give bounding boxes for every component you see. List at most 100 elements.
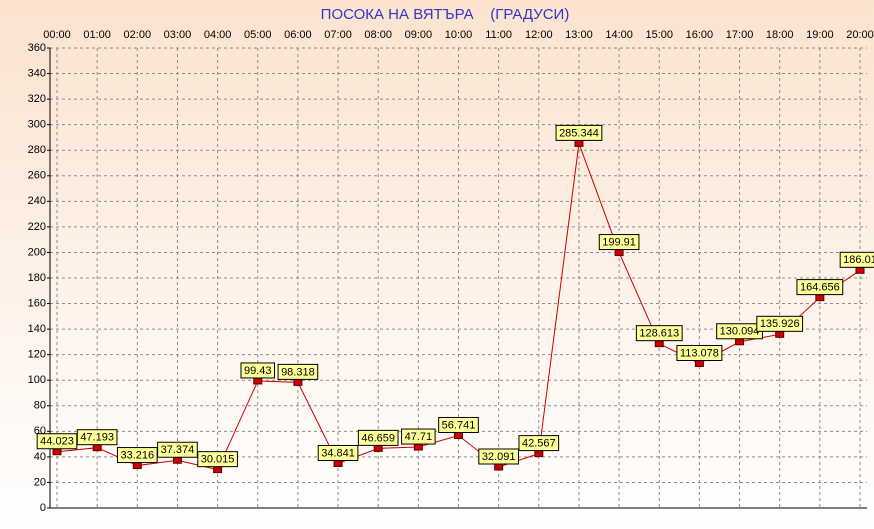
x-tick-label: 07:00 — [324, 29, 352, 41]
y-tick-label: 200 — [28, 246, 46, 258]
point-marker — [855, 266, 865, 274]
point-marker — [293, 378, 303, 386]
data-label-box — [197, 451, 238, 468]
x-tick-label: 18:00 — [766, 29, 794, 41]
data-label: 42.567 — [522, 438, 556, 450]
y-tick-label: 240 — [28, 195, 46, 207]
data-label-box — [478, 448, 519, 465]
y-tick-label: 320 — [28, 93, 46, 105]
point-marker — [373, 444, 383, 452]
data-label: 98.318 — [281, 366, 315, 378]
data-label: 186.01 — [843, 254, 874, 266]
x-tick-label: 00:00 — [43, 29, 71, 41]
x-tick-label: 10:00 — [445, 29, 473, 41]
x-tick-label: 04:00 — [204, 29, 232, 41]
x-tick-label: 06:00 — [284, 29, 312, 41]
data-label-box — [157, 441, 198, 458]
point-marker — [574, 139, 584, 147]
x-tick-label: 15:00 — [645, 29, 673, 41]
data-label: 47.71 — [405, 431, 433, 443]
data-label: 44.023 — [40, 436, 74, 448]
data-label-box — [839, 251, 874, 268]
point-marker — [815, 294, 825, 302]
data-label: 128.613 — [639, 328, 679, 340]
data-label-box — [76, 429, 118, 446]
point-marker — [333, 459, 343, 467]
data-label: 30.015 — [201, 454, 235, 466]
y-tick-label: 20 — [34, 476, 46, 488]
y-tick-label: 300 — [28, 119, 46, 131]
x-tick-label: 03:00 — [164, 29, 192, 41]
data-label: 32.091 — [482, 451, 516, 463]
point-marker — [132, 462, 142, 470]
y-tick-label: 80 — [34, 400, 46, 412]
y-tick-label: 280 — [28, 144, 46, 156]
data-label-box — [635, 325, 683, 342]
x-tick-label: 19:00 — [806, 29, 834, 41]
y-tick-label: 120 — [28, 349, 46, 361]
data-label-box — [401, 428, 436, 445]
y-tick-label: 0 — [40, 502, 46, 514]
point-marker — [253, 377, 263, 385]
data-label: 199.91 — [602, 236, 636, 248]
data-label: 285.344 — [559, 127, 599, 139]
data-label: 34.841 — [321, 447, 355, 459]
data-label-box — [756, 315, 804, 332]
data-label-box — [598, 234, 640, 251]
x-tick-label: 11:00 — [485, 29, 512, 41]
point-marker — [735, 338, 745, 346]
x-tick-label: 09:00 — [405, 29, 433, 41]
x-tick-label: 17:00 — [726, 29, 754, 41]
point-marker — [92, 444, 102, 452]
x-tick-label: 05:00 — [244, 29, 272, 41]
y-tick-label: 180 — [28, 272, 46, 284]
data-label: 56.741 — [442, 419, 476, 431]
point-marker — [213, 466, 223, 474]
data-label: 113.078 — [680, 347, 719, 359]
data-label-box — [277, 363, 319, 380]
x-tick-label: 13:00 — [565, 29, 593, 41]
x-tick-label: 02:00 — [124, 29, 152, 41]
y-tick-label: 100 — [28, 374, 46, 386]
data-label-box — [518, 435, 560, 452]
point-marker — [694, 360, 704, 368]
point-marker — [614, 249, 624, 257]
y-tick-label: 220 — [28, 221, 46, 233]
x-tick-label: 14:00 — [605, 29, 633, 41]
y-tick-label: 160 — [28, 297, 46, 309]
x-tick-label: 08:00 — [364, 29, 392, 41]
x-tick-label: 16:00 — [686, 29, 714, 41]
data-label-box — [438, 416, 479, 433]
data-label: 33.216 — [120, 449, 154, 461]
point-marker — [172, 456, 182, 464]
x-tick-label: 01:00 — [83, 29, 111, 41]
point-marker — [52, 448, 62, 456]
point-marker — [413, 443, 423, 451]
data-label-box — [676, 345, 723, 362]
data-label: 135.926 — [760, 318, 800, 330]
data-label-box — [796, 279, 844, 296]
point-marker — [534, 450, 544, 458]
data-label: 164.656 — [800, 282, 840, 294]
data-label-box — [240, 362, 276, 379]
data-label: 37.374 — [161, 444, 195, 456]
data-label-box — [357, 429, 399, 446]
point-marker — [494, 463, 504, 471]
data-label: 130.094 — [720, 326, 760, 338]
x-tick-label: 20:00 — [846, 29, 874, 41]
point-marker — [654, 340, 664, 348]
y-tick-label: 140 — [28, 323, 46, 335]
point-marker — [775, 330, 785, 338]
point-marker — [454, 431, 463, 439]
y-tick-label: 260 — [28, 170, 46, 182]
y-tick-label: 340 — [28, 67, 46, 79]
y-tick-label: 40 — [34, 451, 46, 463]
data-label: 46.659 — [361, 432, 395, 444]
x-tick-label: 12:00 — [525, 29, 553, 41]
data-label: 47.193 — [80, 432, 114, 444]
y-tick-label: 360 — [28, 42, 46, 54]
data-label-box — [317, 444, 359, 461]
